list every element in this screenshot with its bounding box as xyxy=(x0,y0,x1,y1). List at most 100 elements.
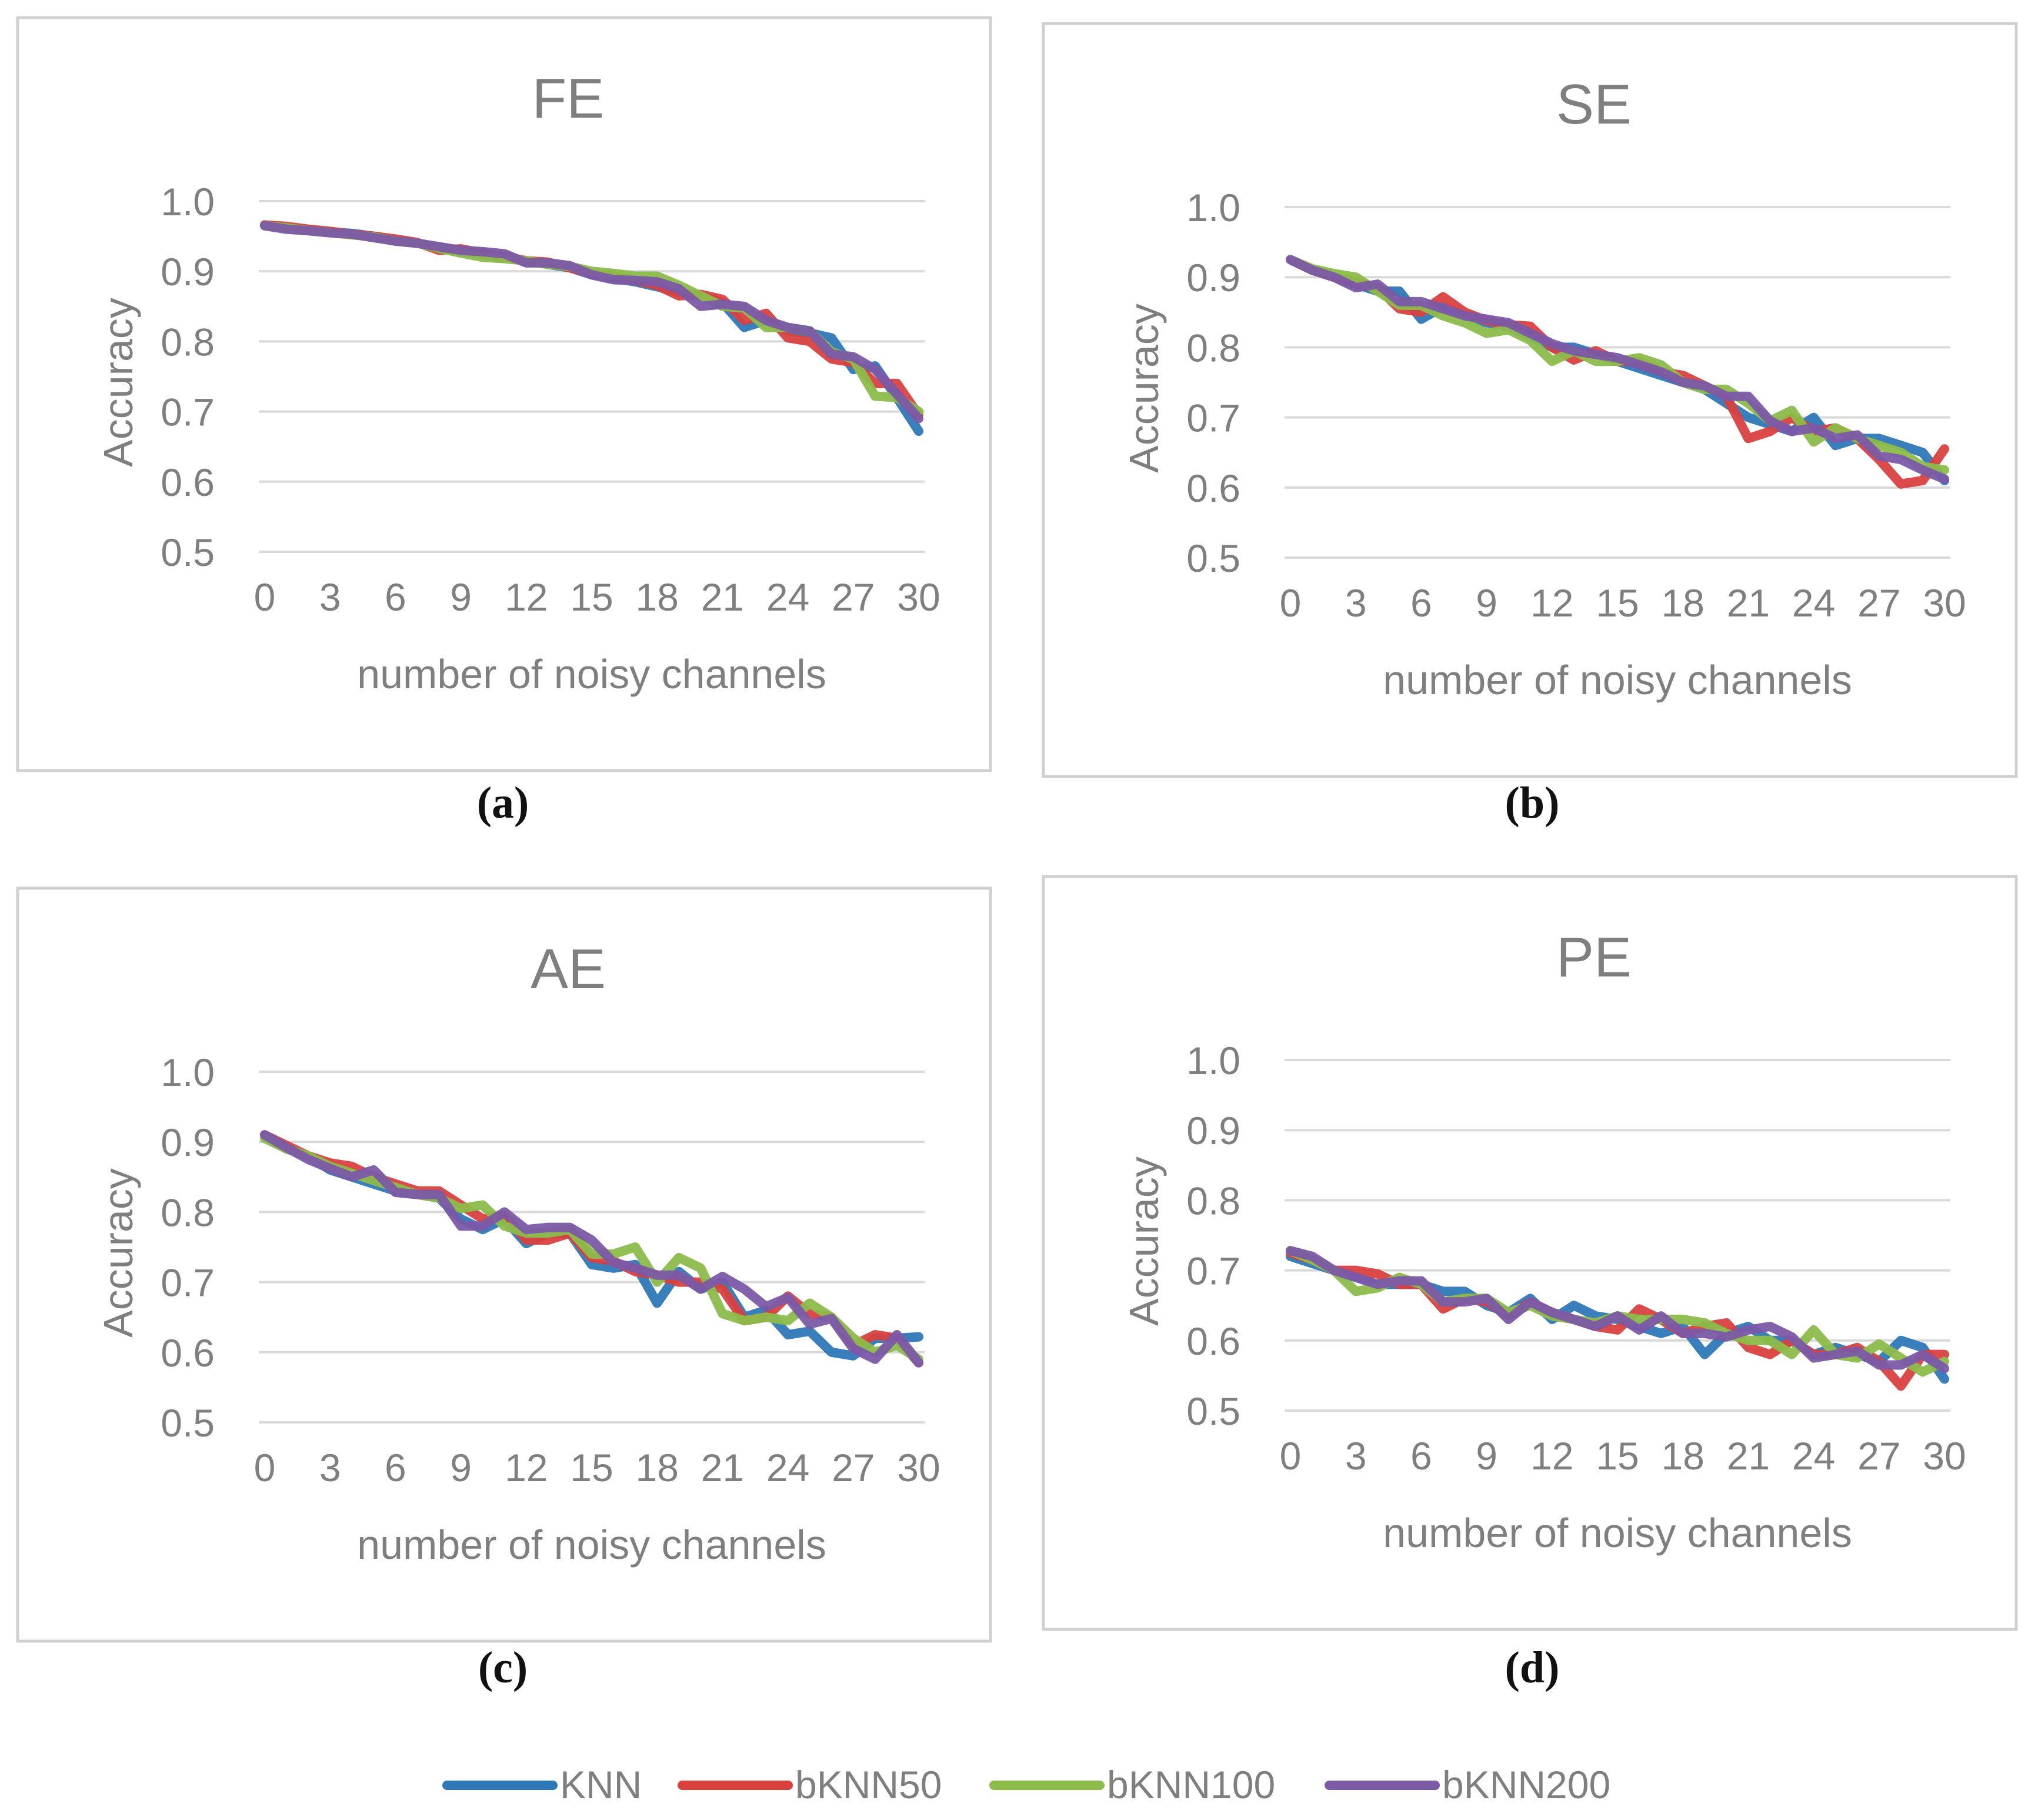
x-tick-label: 6 xyxy=(385,1446,406,1489)
x-axis-label: number of noisy channels xyxy=(1383,1510,1852,1556)
x-axis-label: number of noisy channels xyxy=(357,651,826,697)
legend-item-knn: KNN xyxy=(442,1763,642,1806)
y-tick-label: 0.6 xyxy=(1186,1319,1240,1363)
chart-title: FE xyxy=(532,67,605,130)
y-axis-label: Accuracy xyxy=(95,298,141,467)
x-tick-label: 30 xyxy=(1923,581,1966,625)
x-tick-label: 18 xyxy=(635,1446,678,1489)
y-tick-label: 0.7 xyxy=(1186,396,1240,440)
x-tick-label: 0 xyxy=(254,575,276,619)
x-tick-label: 12 xyxy=(505,575,548,619)
panel-label-c: (c) xyxy=(478,1643,528,1692)
y-tick-label: 0.5 xyxy=(161,1401,215,1445)
x-tick-label: 0 xyxy=(1280,1434,1302,1478)
y-tick-label: 0.5 xyxy=(161,531,215,574)
series-line-bknn200 xyxy=(260,1130,923,1368)
legend-label: KNN xyxy=(560,1763,642,1806)
x-tick-label: 9 xyxy=(450,575,472,619)
x-axis-label: number of noisy channels xyxy=(357,1522,826,1568)
legend-label: bKNN50 xyxy=(795,1763,942,1806)
y-tick-label: 0.7 xyxy=(161,1261,215,1305)
series-line-bknn200 xyxy=(1286,255,1949,484)
chart-title: AE xyxy=(531,938,606,1001)
x-tick-label: 15 xyxy=(570,575,613,619)
legend-item-bknn100: bKNN100 xyxy=(989,1763,1275,1806)
y-axis-label: Accuracy xyxy=(95,1168,141,1338)
x-tick-label: 0 xyxy=(1280,581,1302,625)
chart-frame xyxy=(1042,875,2018,1631)
y-tick-label: 1.0 xyxy=(161,1051,215,1094)
chart-frame xyxy=(16,16,992,772)
y-tick-label: 0.8 xyxy=(161,320,215,364)
y-tick-label: 1.0 xyxy=(1186,1039,1240,1082)
x-tick-label: 9 xyxy=(1476,581,1497,625)
x-tick-label: 24 xyxy=(1792,1434,1835,1478)
x-tick-label: 27 xyxy=(832,1446,875,1489)
x-tick-label: 27 xyxy=(832,575,875,619)
y-tick-label: 0.7 xyxy=(1186,1249,1240,1293)
x-tick-label: 3 xyxy=(319,1446,341,1489)
x-tick-label: 12 xyxy=(1530,581,1573,625)
y-tick-label: 0.9 xyxy=(1186,1109,1240,1152)
y-tick-label: 0.8 xyxy=(161,1191,215,1234)
series-line-bknn100 xyxy=(260,1134,923,1364)
x-tick-label: 24 xyxy=(766,575,809,619)
x-tick-label: 6 xyxy=(385,575,406,619)
series-line-bknn200 xyxy=(1286,1246,1949,1374)
y-axis-label: Accuracy xyxy=(1121,304,1167,473)
x-tick-label: 18 xyxy=(1661,581,1704,625)
x-tick-label: 3 xyxy=(1345,581,1367,625)
y-tick-label: 0.5 xyxy=(1186,1389,1240,1433)
legend-label: bKNN100 xyxy=(1107,1763,1275,1806)
x-tick-label: 24 xyxy=(1792,581,1835,625)
x-tick-label: 18 xyxy=(635,575,678,619)
y-tick-label: 0.9 xyxy=(161,250,215,294)
chart-frame xyxy=(1042,22,2018,778)
panel-label-a: (a) xyxy=(477,778,529,828)
x-tick-label: 3 xyxy=(319,575,341,619)
chart-frame xyxy=(16,886,992,1643)
chart-panel-fe: 0.5 0.6 0.7 0.8 0.9 1.0 0 3 6 9 12 15 18 21 24 27 30 FE nu… xyxy=(16,16,992,772)
y-tick-label: 0.5 xyxy=(1186,536,1240,580)
chart-panel-se: 0.5 0.6 0.7 0.8 0.9 1.0 0 3 6 9 12 15 18 21 24 27 30 SE nu… xyxy=(1042,22,2018,778)
y-axis-label: Accuracy xyxy=(1121,1156,1167,1326)
x-tick-label: 30 xyxy=(1923,1434,1966,1478)
chart-panel-pe: 0.5 0.6 0.7 0.8 0.9 1.0 0 3 6 9 12 15 18 21 24 27 30 PE nu… xyxy=(1042,875,2018,1631)
legend-item-bknn200: bKNN200 xyxy=(1325,1763,1610,1806)
x-tick-label: 21 xyxy=(1727,581,1770,625)
legend-label: bKNN200 xyxy=(1442,1763,1610,1806)
x-tick-label: 21 xyxy=(1727,1434,1770,1478)
chart-panel-ae: 0.5 0.6 0.7 0.8 0.9 1.0 0 3 6 9 12 15 18 21 24 27 30 AE nu… xyxy=(16,886,992,1643)
y-tick-label: 0.6 xyxy=(161,461,215,504)
y-tick-label: 1.0 xyxy=(161,180,215,224)
y-tick-label: 0.6 xyxy=(161,1331,215,1375)
chart-title: SE xyxy=(1556,73,1632,136)
x-tick-label: 27 xyxy=(1857,581,1900,625)
y-tick-label: 1.0 xyxy=(1186,186,1240,229)
y-tick-label: 0.9 xyxy=(1186,256,1240,299)
x-tick-label: 15 xyxy=(570,1446,613,1489)
x-tick-label: 21 xyxy=(701,575,744,619)
y-tick-label: 0.7 xyxy=(161,391,215,434)
x-tick-label: 21 xyxy=(701,1446,744,1489)
x-tick-label: 9 xyxy=(1476,1434,1497,1478)
x-tick-label: 9 xyxy=(450,1446,472,1489)
x-tick-label: 3 xyxy=(1345,1434,1367,1478)
x-tick-label: 15 xyxy=(1596,1434,1639,1478)
x-axis-label: number of noisy channels xyxy=(1383,657,1852,703)
x-tick-label: 30 xyxy=(897,575,940,619)
x-tick-label: 30 xyxy=(897,1446,940,1489)
y-tick-label: 0.6 xyxy=(1186,466,1240,510)
x-tick-label: 6 xyxy=(1410,1434,1432,1478)
series-line-bknn200 xyxy=(260,221,923,424)
panel-label-d: (d) xyxy=(1505,1643,1560,1692)
x-tick-label: 6 xyxy=(1410,581,1432,625)
chart-title: PE xyxy=(1556,926,1632,989)
x-tick-label: 15 xyxy=(1596,581,1639,625)
panel-label-b: (b) xyxy=(1505,778,1560,828)
x-tick-label: 0 xyxy=(254,1446,276,1489)
x-tick-label: 27 xyxy=(1857,1434,1900,1478)
y-tick-label: 0.8 xyxy=(1186,326,1240,369)
legend-item-bknn50: bKNN50 xyxy=(678,1763,942,1806)
